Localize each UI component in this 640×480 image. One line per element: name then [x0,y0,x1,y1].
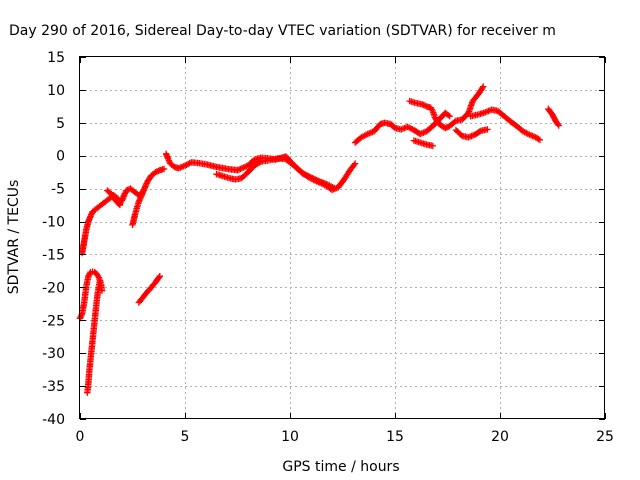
data-point-marker [480,83,487,90]
series-10 [406,83,487,132]
x-tick-label: 5 [181,429,190,445]
data-point-marker [484,126,491,133]
data-point-marker [445,111,452,119]
y-tick-label: -30 [42,346,65,362]
y-tick-label: -25 [42,313,65,329]
data-point-marker [156,273,163,280]
data-point-marker [421,102,429,109]
data-point-marker [479,84,486,92]
data-point-marker [554,120,561,128]
data-point-marker [312,176,319,183]
data-marks [76,83,562,396]
data-point-marker [330,184,338,192]
series-6 [129,165,168,228]
series-12 [452,126,491,141]
x-axis-title: GPS time / hours [282,459,399,475]
plot-frame [79,56,605,419]
y-tick-label: 0 [56,149,65,165]
data-point-marker [442,124,449,132]
y-tick-label: 10 [47,83,65,99]
data-point-marker [307,174,315,181]
y-tick-label: 15 [47,50,65,66]
data-point-marker [160,165,168,173]
chart-title: Day 290 of 2016, Sidereal Day-to-day VTE… [9,23,556,39]
data-point-marker [152,169,159,176]
data-point-marker [476,128,483,135]
y-tick-label: -5 [51,182,65,198]
data-point-marker [116,201,124,209]
data-point-marker [451,118,458,126]
series-2 [84,277,104,396]
axis-ticks: 0 5 10 15 20 25 -40 -35 -30 -25 -20 -15 -10 -5 0 5 10 15 [42,50,614,445]
y-tick-label: -20 [42,280,65,296]
data-point-marker [446,113,453,120]
grid [80,57,605,419]
data-point-marker [155,167,162,175]
series-13 [467,106,544,144]
series-14 [545,105,562,129]
y-axis-title: SDTVAR / TECUs [6,180,22,295]
data-point-marker [115,200,123,208]
y-tick-label: 5 [56,116,65,132]
data-point-marker [350,161,358,169]
x-tick-label: 10 [281,429,299,445]
y-tick-label: -15 [42,247,65,263]
series-5 [104,187,124,209]
series-8 [213,155,338,192]
y-tick-label: -10 [42,215,65,231]
data-point-marker [155,274,163,281]
data-point-marker [96,277,104,284]
x-tick-label: 15 [386,429,404,445]
series-1 [76,268,106,322]
data-point-marker [314,177,322,184]
data-point-marker [536,136,544,144]
data-point-marker [256,159,263,166]
data-point-marker [309,174,316,182]
series-9 [351,109,453,146]
y-tick-label: -35 [42,379,65,395]
x-tick-label: 20 [491,429,509,445]
series-11 [410,137,436,150]
data-point-marker [420,101,427,109]
data-point-marker [429,142,436,150]
x-tick-label: 25 [596,429,614,445]
y-tick-label: -40 [42,412,65,428]
data-point-marker [302,171,309,178]
series-3 [135,273,163,306]
data-point-marker [299,170,306,177]
data-point-marker [305,172,312,180]
x-tick-label: 0 [76,429,85,445]
data-point-marker [351,160,359,167]
data-point-marker [555,122,562,129]
data-point-marker [535,135,542,143]
